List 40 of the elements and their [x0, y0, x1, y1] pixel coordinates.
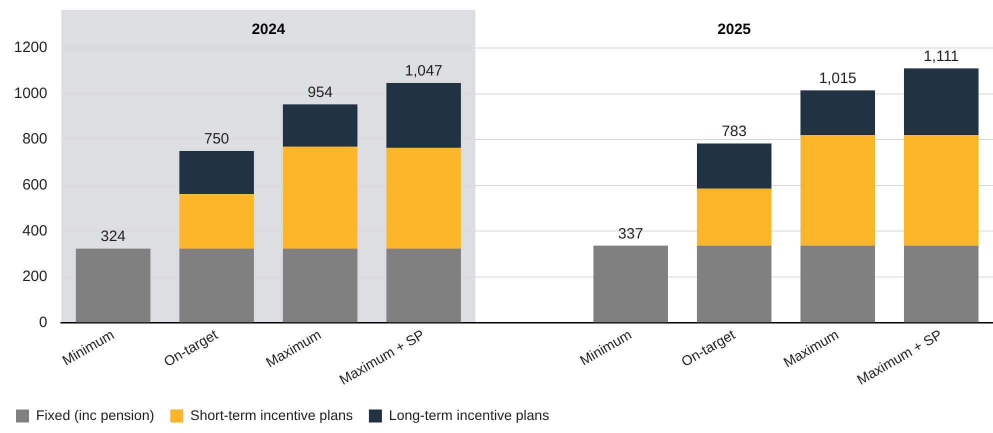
bar	[800, 246, 875, 322]
total-label: 783	[722, 123, 747, 140]
bar	[696, 143, 772, 189]
total-label: 337	[618, 225, 644, 242]
bar	[904, 135, 979, 246]
total-label: 1,111	[924, 48, 959, 66]
legend-label: Short-term incentive plans	[190, 406, 353, 423]
total-label: 1,047	[404, 62, 442, 80]
y-tick-label: 400	[22, 222, 48, 240]
y-tick-label: 0	[39, 314, 48, 331]
bar	[904, 246, 979, 322]
legend-label: Fixed (inc pension)	[36, 406, 154, 423]
bar	[593, 246, 668, 322]
bar	[282, 248, 358, 322]
bar	[800, 135, 875, 246]
bar	[904, 68, 979, 136]
bar	[282, 104, 358, 147]
bar	[696, 188, 772, 246]
bar	[76, 248, 150, 322]
bar	[179, 194, 254, 249]
y-tick-label: 1000	[14, 84, 48, 102]
bar	[179, 151, 254, 194]
total-label: 750	[204, 130, 230, 148]
y-tick-label: 800	[22, 130, 48, 148]
total-label: 1,015	[818, 70, 856, 88]
total-label: 954	[308, 84, 333, 101]
bar	[179, 248, 254, 322]
y-tick-label: 1200	[14, 39, 48, 56]
y-tick-label: 200	[22, 268, 48, 286]
legend-label: Long-term incentive plans	[388, 406, 550, 423]
text: 2025	[718, 21, 751, 38]
bar	[386, 248, 461, 322]
bar	[696, 246, 772, 322]
bar	[800, 90, 875, 136]
total-label: 324	[100, 228, 126, 246]
y-tick-label: 600	[22, 176, 48, 194]
bar	[386, 83, 461, 148]
bar	[386, 148, 461, 249]
band-label: 2024	[252, 21, 286, 38]
bar	[282, 146, 358, 249]
